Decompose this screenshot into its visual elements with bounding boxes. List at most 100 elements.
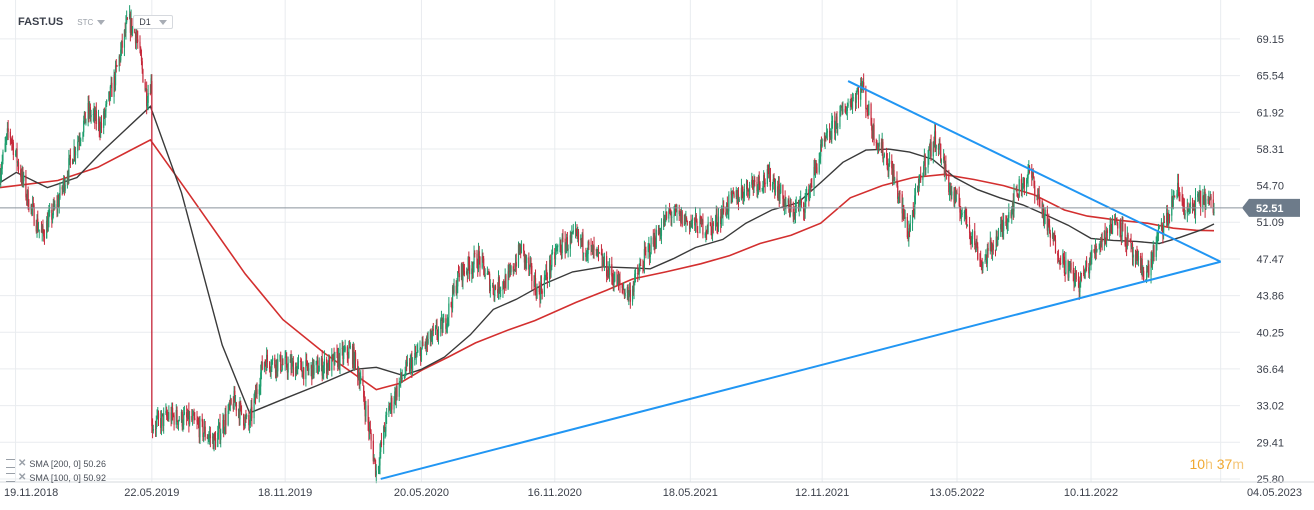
close-icon[interactable]: ✕ [18, 472, 27, 483]
candle-body [346, 346, 348, 356]
candle-body [831, 120, 834, 122]
candle-body [23, 175, 25, 182]
candle-body [1142, 270, 1144, 274]
candle-body [401, 378, 403, 380]
candle-body [149, 93, 151, 94]
candle-body [887, 169, 889, 172]
candle-body [471, 268, 474, 272]
candle-body [629, 289, 631, 302]
candle-body [1146, 271, 1148, 273]
candle-body [686, 218, 688, 222]
candle-body [823, 139, 825, 142]
candle-body [971, 238, 973, 241]
candle-body [919, 175, 921, 176]
candle-body [600, 252, 603, 255]
candle-body [619, 279, 621, 285]
candle-body [303, 367, 305, 380]
candle-body [668, 210, 671, 212]
candle-body [606, 276, 608, 278]
candle-body [482, 256, 484, 259]
candle-body [217, 432, 219, 448]
candle-body [404, 373, 406, 376]
instrument-type-selector[interactable]: STC [77, 18, 106, 27]
candle-body [1007, 217, 1009, 223]
candle-body [0, 168, 3, 175]
candle-body [302, 367, 304, 378]
candle-body [222, 420, 224, 434]
sma-100-line [0, 105, 1215, 414]
candle-body [230, 398, 232, 404]
candle-body [1163, 221, 1165, 236]
candle-body [704, 234, 706, 236]
candle-body [1136, 254, 1138, 259]
candle-body [275, 359, 277, 373]
settings-list-icon[interactable] [6, 459, 15, 468]
candle-body [756, 181, 758, 192]
candle-body [52, 203, 54, 216]
last-price-label: 52.51 [1256, 203, 1284, 215]
candle-body [648, 245, 650, 247]
candle-body [229, 398, 231, 407]
indicator-legend-sma-200[interactable]: ✕ SMA [200, 0] 50.26 [6, 458, 106, 469]
candle-body [826, 132, 828, 139]
candle-body [958, 193, 960, 207]
support-trend-line[interactable] [380, 260, 1221, 480]
candle-body [409, 362, 411, 372]
candle-body [249, 424, 251, 426]
candle-body [447, 317, 449, 319]
candle-body [360, 376, 362, 381]
candle-body [1031, 172, 1034, 178]
candle-body [1141, 258, 1143, 274]
candle-body [426, 337, 428, 347]
candle-body [129, 13, 131, 19]
candle-body [757, 176, 760, 186]
candle-body [411, 360, 414, 372]
candle-body [207, 438, 209, 439]
candle-body [944, 164, 946, 174]
candle-body [540, 282, 542, 300]
candle-body [113, 74, 115, 97]
date-tick-label: 18.11.2019 [258, 487, 312, 499]
candle-body [152, 428, 154, 431]
candle-body [880, 142, 883, 153]
candle-body [774, 180, 776, 193]
trend-lines[interactable] [380, 80, 1222, 480]
symbol-label[interactable]: FAST.US [18, 16, 64, 28]
candle-body [427, 339, 429, 344]
candle-body [414, 352, 416, 361]
settings-list-icon[interactable] [6, 473, 15, 482]
candle-body [668, 210, 670, 219]
candle-body [710, 223, 712, 227]
candle-body [877, 143, 880, 147]
candle-body [457, 271, 459, 287]
candle-body [33, 205, 35, 226]
candle-body [1037, 195, 1039, 198]
candle-body [266, 354, 268, 371]
candle-body [380, 441, 383, 445]
interval-selector[interactable]: D1 [133, 15, 173, 29]
candle-body [1080, 272, 1082, 284]
candle-body [586, 255, 588, 257]
candle-body [598, 252, 600, 254]
indicator-legend-sma-100[interactable]: ✕ SMA [100, 0] 50.92 [6, 472, 106, 483]
candle-body [197, 421, 199, 423]
candle-body [881, 141, 883, 153]
close-icon[interactable]: ✕ [18, 458, 27, 469]
candle-body [393, 401, 395, 410]
price-tick-label: 61.92 [1256, 107, 1284, 119]
candle-body [990, 240, 992, 243]
resistance-trend-line[interactable] [847, 80, 1222, 263]
candle-body [1054, 239, 1057, 254]
candle-body [720, 216, 722, 225]
candle-body [583, 252, 585, 254]
candle-body [296, 367, 298, 375]
candle-body [740, 187, 743, 199]
candle-body [1091, 249, 1093, 258]
candle-body [263, 362, 266, 370]
candle-body [660, 226, 663, 236]
candle-body [1001, 221, 1003, 229]
candle-body [1143, 270, 1145, 280]
candle-body [186, 417, 188, 419]
candle-body [1155, 244, 1157, 257]
